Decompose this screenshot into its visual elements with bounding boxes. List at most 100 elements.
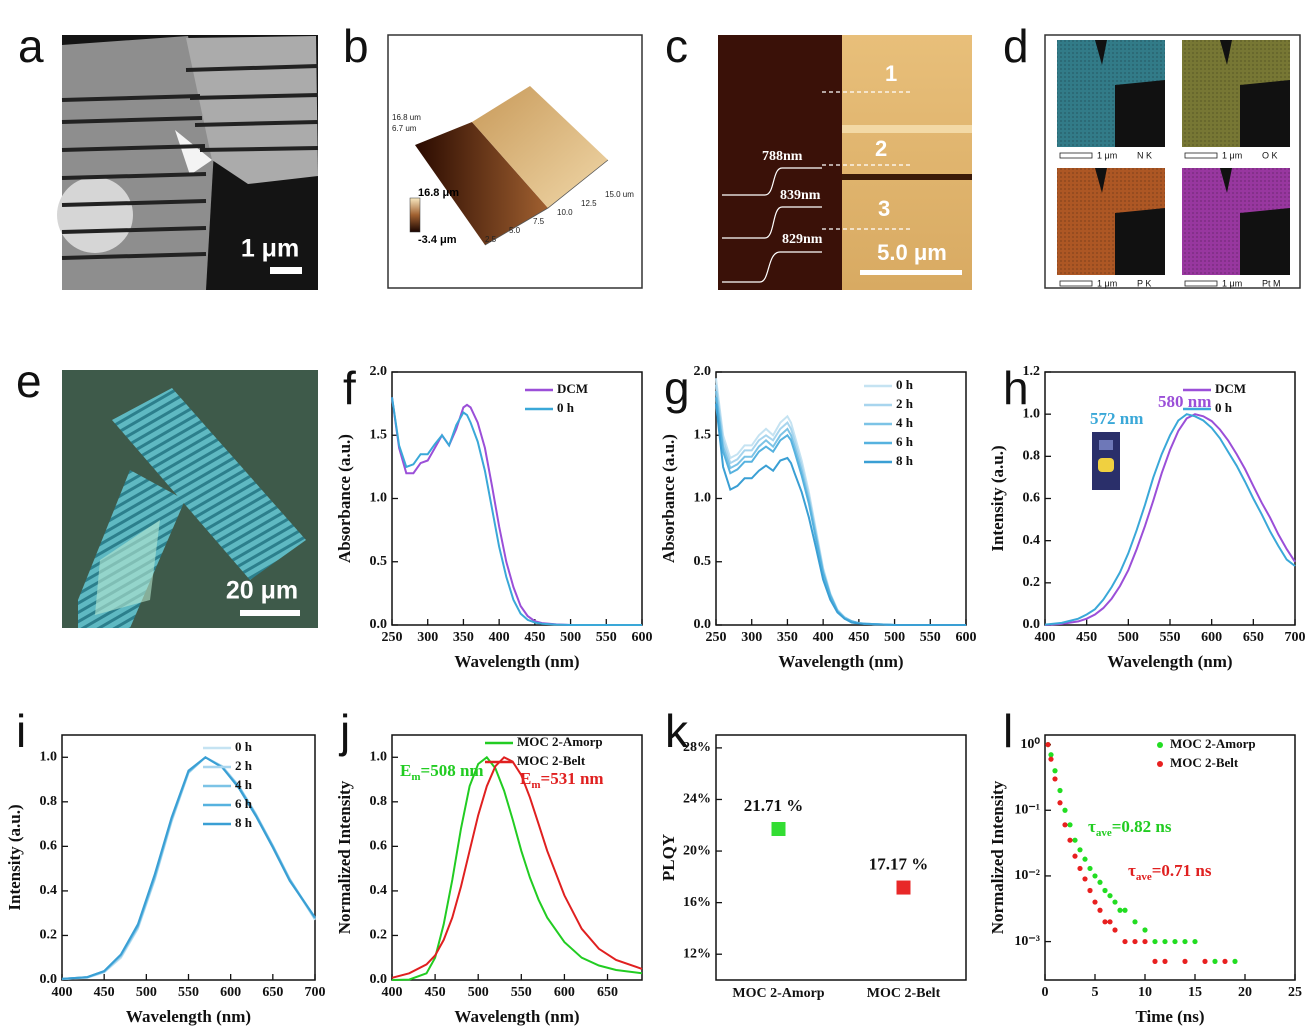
panel-letter: e	[16, 355, 42, 407]
annotation-sub: m	[411, 771, 420, 783]
y-axis-title: Absorbance (a.u.)	[335, 434, 354, 563]
map-scale-label: 1 μm	[1222, 278, 1242, 288]
y-tick-label: 0.2	[1023, 575, 1041, 590]
y-tick-label: 0.6	[40, 839, 58, 854]
y-tick-label: 12%	[683, 946, 711, 961]
point	[1048, 756, 1054, 762]
y-tick-label: 0.6	[1023, 491, 1041, 506]
y-tick-label: 0.8	[1023, 449, 1041, 464]
x-tick-label: 600	[1201, 630, 1222, 645]
map-background	[1220, 168, 1232, 193]
y-tick-label: 1.0	[370, 749, 388, 764]
panel-letter: d	[1003, 20, 1029, 72]
panel-letter: c	[665, 20, 688, 72]
y-tick-label: 28%	[683, 740, 711, 755]
legend-label: 6 h	[896, 434, 914, 449]
map-element-label: P K	[1137, 278, 1151, 288]
y-tick-label: 0.6	[370, 839, 388, 854]
point	[1132, 938, 1138, 945]
legend-label: 0 h	[557, 400, 575, 415]
y-tick-label: 0.8	[40, 794, 58, 809]
annotation: Em=508 nm	[400, 761, 484, 783]
y-tick-label: 0.0	[1023, 617, 1041, 632]
z-tick: 6.7 um	[392, 124, 417, 133]
y-tick-label: 0.0	[40, 972, 58, 987]
point	[1045, 741, 1051, 748]
point	[1112, 927, 1118, 933]
legend-label: 4 h	[896, 415, 914, 430]
legend-label: MOC 2-Amorp	[1170, 736, 1256, 751]
y-tick-label: 1.0	[694, 491, 712, 506]
annotation: τave=0.82 ns	[1088, 817, 1172, 839]
x-tick-label: 350	[777, 630, 798, 645]
point	[1082, 876, 1088, 882]
y-tick-label: 0.2	[40, 928, 58, 943]
x-tick-label: 650	[1243, 630, 1264, 645]
x-tick-label: 15	[1188, 985, 1202, 1000]
annotation-base: E	[400, 761, 411, 780]
legend-label: MOC 2-Belt	[517, 753, 586, 768]
x-axis-title: Wavelength (nm)	[454, 652, 579, 671]
region-label: 3	[878, 196, 890, 221]
plot-frame	[391, 734, 643, 981]
map-scale-label: 1 μm	[1097, 150, 1117, 160]
x-axis-title: Wavelength (nm)	[126, 1007, 251, 1026]
x-axis-title: Wavelength (nm)	[454, 1007, 579, 1026]
point	[1067, 837, 1073, 843]
point	[1172, 938, 1178, 945]
x-tick-label: 450	[94, 985, 115, 1000]
x-tick-label: 600	[956, 630, 977, 645]
axis-tick: 2.5	[485, 235, 497, 244]
annotation-text: =531 nm	[541, 769, 604, 788]
x-tick-label: 400	[1035, 630, 1056, 645]
point	[1122, 938, 1128, 945]
annotation-sub: ave	[1096, 827, 1112, 839]
legend-label: DCM	[1215, 381, 1246, 396]
legend-label: 8 h	[235, 815, 253, 830]
map-background	[1220, 40, 1232, 65]
x-tick-label: 550	[511, 985, 532, 1000]
point	[1077, 847, 1083, 853]
y-tick-label: 2.0	[694, 364, 712, 379]
point	[1048, 752, 1054, 758]
legend-label: 6 h	[235, 796, 253, 811]
point	[771, 822, 786, 837]
scale-bar-label: 1 μm	[241, 235, 299, 263]
x-tick-label: 450	[425, 985, 446, 1000]
point	[1182, 938, 1188, 945]
point	[1152, 958, 1158, 964]
map-scale-bar	[1184, 280, 1218, 287]
x-tick-label: 400	[489, 630, 510, 645]
axis-tick: 7.5	[533, 217, 545, 226]
line-series	[715, 403, 966, 626]
y-tick-label: 0.5	[370, 554, 388, 569]
legend-label: MOC 2-Belt	[1170, 755, 1239, 770]
x-tick-label: 500	[1118, 630, 1139, 645]
line-series	[391, 755, 643, 981]
map-element-label: N K	[1137, 150, 1152, 160]
scale-bar-label: 5.0 μm	[877, 240, 947, 265]
point	[1112, 899, 1118, 905]
point	[1072, 837, 1078, 843]
panel-letter: g	[664, 362, 690, 414]
z-tick: 16.8 um	[392, 113, 421, 122]
point	[1087, 887, 1093, 894]
y-axis-title: Absorbance (a.u.)	[659, 434, 678, 563]
point	[1072, 853, 1078, 859]
y-tick-label: 1.0	[1023, 406, 1041, 421]
x-tick-label: 300	[417, 630, 438, 645]
height-label: 788nm	[762, 149, 803, 164]
point	[1097, 879, 1103, 885]
map-background	[1115, 80, 1165, 147]
axis-tick: 10.0	[557, 208, 573, 217]
line-series	[1044, 413, 1296, 626]
y-tick-label: 0.0	[694, 617, 712, 632]
y-tick-label: 1.5	[694, 427, 712, 442]
x-tick-label: 450	[1076, 630, 1097, 645]
x-tick-label: 0	[1042, 985, 1049, 1000]
y-tick-label: 0.4	[370, 883, 388, 898]
x-tick-label: 700	[1285, 630, 1306, 645]
y-tick-label: 1.2	[1023, 364, 1041, 379]
point	[1057, 787, 1063, 794]
panel-letter: j	[338, 705, 350, 757]
